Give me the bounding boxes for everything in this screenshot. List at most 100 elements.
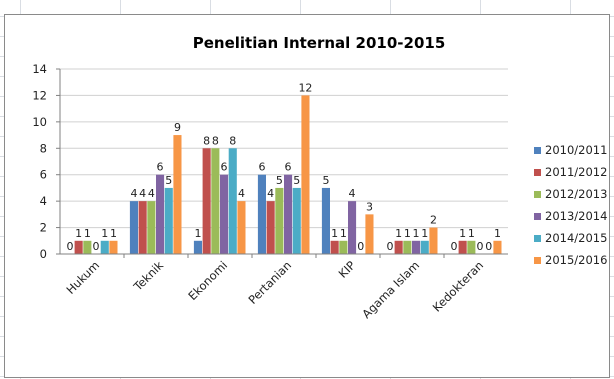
data-label: 1 — [404, 227, 411, 240]
y-tick-label: 12 — [32, 88, 47, 102]
bars — [74, 95, 502, 255]
bar-hukum-5[interactable] — [109, 240, 118, 254]
bar-teknik-5[interactable] — [173, 135, 182, 254]
chart-plot: Penelitian Internal 2010-2015 01 101 14 4 46… — [32, 34, 508, 321]
bar-ekonomi-3[interactable] — [220, 174, 229, 254]
data-label: 4 — [267, 187, 274, 200]
legend-swatch — [534, 212, 541, 220]
data-label: 5 — [322, 174, 329, 187]
bar-teknik-0[interactable] — [129, 201, 138, 254]
data-label: 6 — [258, 161, 265, 174]
bar-agama-islam-2[interactable] — [403, 240, 412, 254]
legend-swatch — [534, 168, 541, 176]
bar-pertanian-5[interactable] — [301, 95, 310, 255]
data-label: 6 — [285, 161, 292, 174]
data-label: 8 — [212, 134, 219, 147]
x-category-label: Ekonomi — [185, 258, 230, 303]
bar-kedokteran-5[interactable] — [493, 240, 502, 254]
bar-kip-2[interactable] — [339, 240, 348, 254]
data-label: 1 — [110, 227, 117, 240]
y-tick-label: 14 — [32, 62, 47, 76]
data-label: 8 — [229, 134, 236, 147]
data-label: 1 — [468, 227, 475, 240]
data-label: 5 — [293, 174, 300, 187]
bar-pertanian-3[interactable] — [284, 174, 293, 254]
legend-item: 2011/2012 — [534, 164, 607, 180]
bar-kip-1[interactable] — [330, 240, 339, 254]
data-label: 1 — [494, 227, 501, 240]
x-category-label: Hukum — [63, 258, 102, 297]
data-label: 2 — [430, 214, 437, 227]
bar-pertanian-4[interactable] — [292, 187, 301, 254]
data-label: 3 — [366, 200, 373, 213]
bar-ekonomi-1[interactable] — [202, 148, 211, 254]
data-label: 8 — [203, 134, 210, 147]
data-label: 1 — [331, 227, 338, 240]
legend-item: 2014/2015 — [534, 230, 607, 246]
bar-ekonomi-0[interactable] — [193, 240, 202, 254]
legend-label: 2011/2012 — [545, 165, 608, 179]
bar-ekonomi-2[interactable] — [211, 148, 220, 254]
legend-swatch — [534, 146, 541, 154]
legend-label: 2015/2016 — [545, 253, 608, 267]
bar-ekonomi-4[interactable] — [228, 148, 237, 254]
bar-kip-0[interactable] — [321, 187, 330, 254]
bar-kedokteran-2[interactable] — [467, 240, 476, 254]
data-label: 12 — [298, 81, 312, 94]
x-category-label: Pertanian — [246, 258, 295, 307]
bar-agama-islam-4[interactable] — [420, 240, 429, 254]
data-label: 0 — [386, 240, 393, 253]
data-label: 1 — [395, 227, 402, 240]
data-label: 1 — [101, 227, 108, 240]
bar-kedokteran-1[interactable] — [458, 240, 467, 254]
data-label: 0 — [66, 240, 73, 253]
y-tick-label: 0 — [40, 247, 47, 261]
bar-kip-3[interactable] — [348, 201, 357, 254]
y-tick-label: 2 — [40, 221, 47, 235]
data-label: 0 — [485, 240, 492, 253]
legend-label: 2014/2015 — [545, 231, 608, 245]
bar-teknik-1[interactable] — [138, 201, 147, 254]
bar-agama-islam-1[interactable] — [394, 240, 403, 254]
bar-teknik-3[interactable] — [156, 174, 165, 254]
y-tick-label: 6 — [40, 168, 47, 182]
data-label: 1 — [84, 227, 91, 240]
data-label: 5 — [165, 174, 172, 187]
bar-kip-5[interactable] — [365, 214, 374, 254]
data-label: 4 — [349, 187, 356, 200]
bar-ekonomi-5[interactable] — [237, 201, 246, 254]
y-tick-label: 8 — [40, 141, 47, 155]
data-label: 0 — [357, 240, 364, 253]
x-category-label: Agama Islam — [359, 258, 422, 321]
legend-label: 2013/2014 — [545, 209, 608, 223]
data-label: 4 — [130, 187, 137, 200]
legend-item: 2012/2013 — [534, 186, 607, 202]
y-tick-label: 4 — [40, 194, 47, 208]
x-category-label: KIP — [336, 258, 359, 281]
bar-teknik-2[interactable] — [147, 201, 156, 254]
data-label: 1 — [340, 227, 347, 240]
bar-hukum-1[interactable] — [74, 240, 83, 254]
bar-agama-islam-5[interactable] — [429, 227, 438, 254]
data-label: 1 — [421, 227, 428, 240]
chart-title: Penelitian Internal 2010-2015 — [193, 34, 446, 52]
data-label: 1 — [413, 227, 420, 240]
bar-agama-islam-3[interactable] — [412, 240, 421, 254]
legend-item: 2013/2014 — [534, 208, 607, 224]
data-label: 4 — [148, 187, 155, 200]
x-category-label: Teknik — [130, 258, 166, 294]
bar-hukum-2[interactable] — [83, 240, 92, 254]
y-tick-label: 10 — [32, 115, 47, 129]
data-label: 0 — [477, 240, 484, 253]
data-label: 6 — [221, 161, 228, 174]
bar-pertanian-2[interactable] — [275, 187, 284, 254]
x-category-label: Kedokteran — [430, 258, 486, 314]
legend-label: 2012/2013 — [545, 187, 608, 201]
legend-label: 2010/2011 — [545, 143, 608, 157]
bar-hukum-4[interactable] — [100, 240, 109, 254]
bar-teknik-4[interactable] — [164, 187, 173, 254]
bar-pertanian-0[interactable] — [257, 174, 266, 254]
bar-pertanian-1[interactable] — [266, 201, 275, 254]
